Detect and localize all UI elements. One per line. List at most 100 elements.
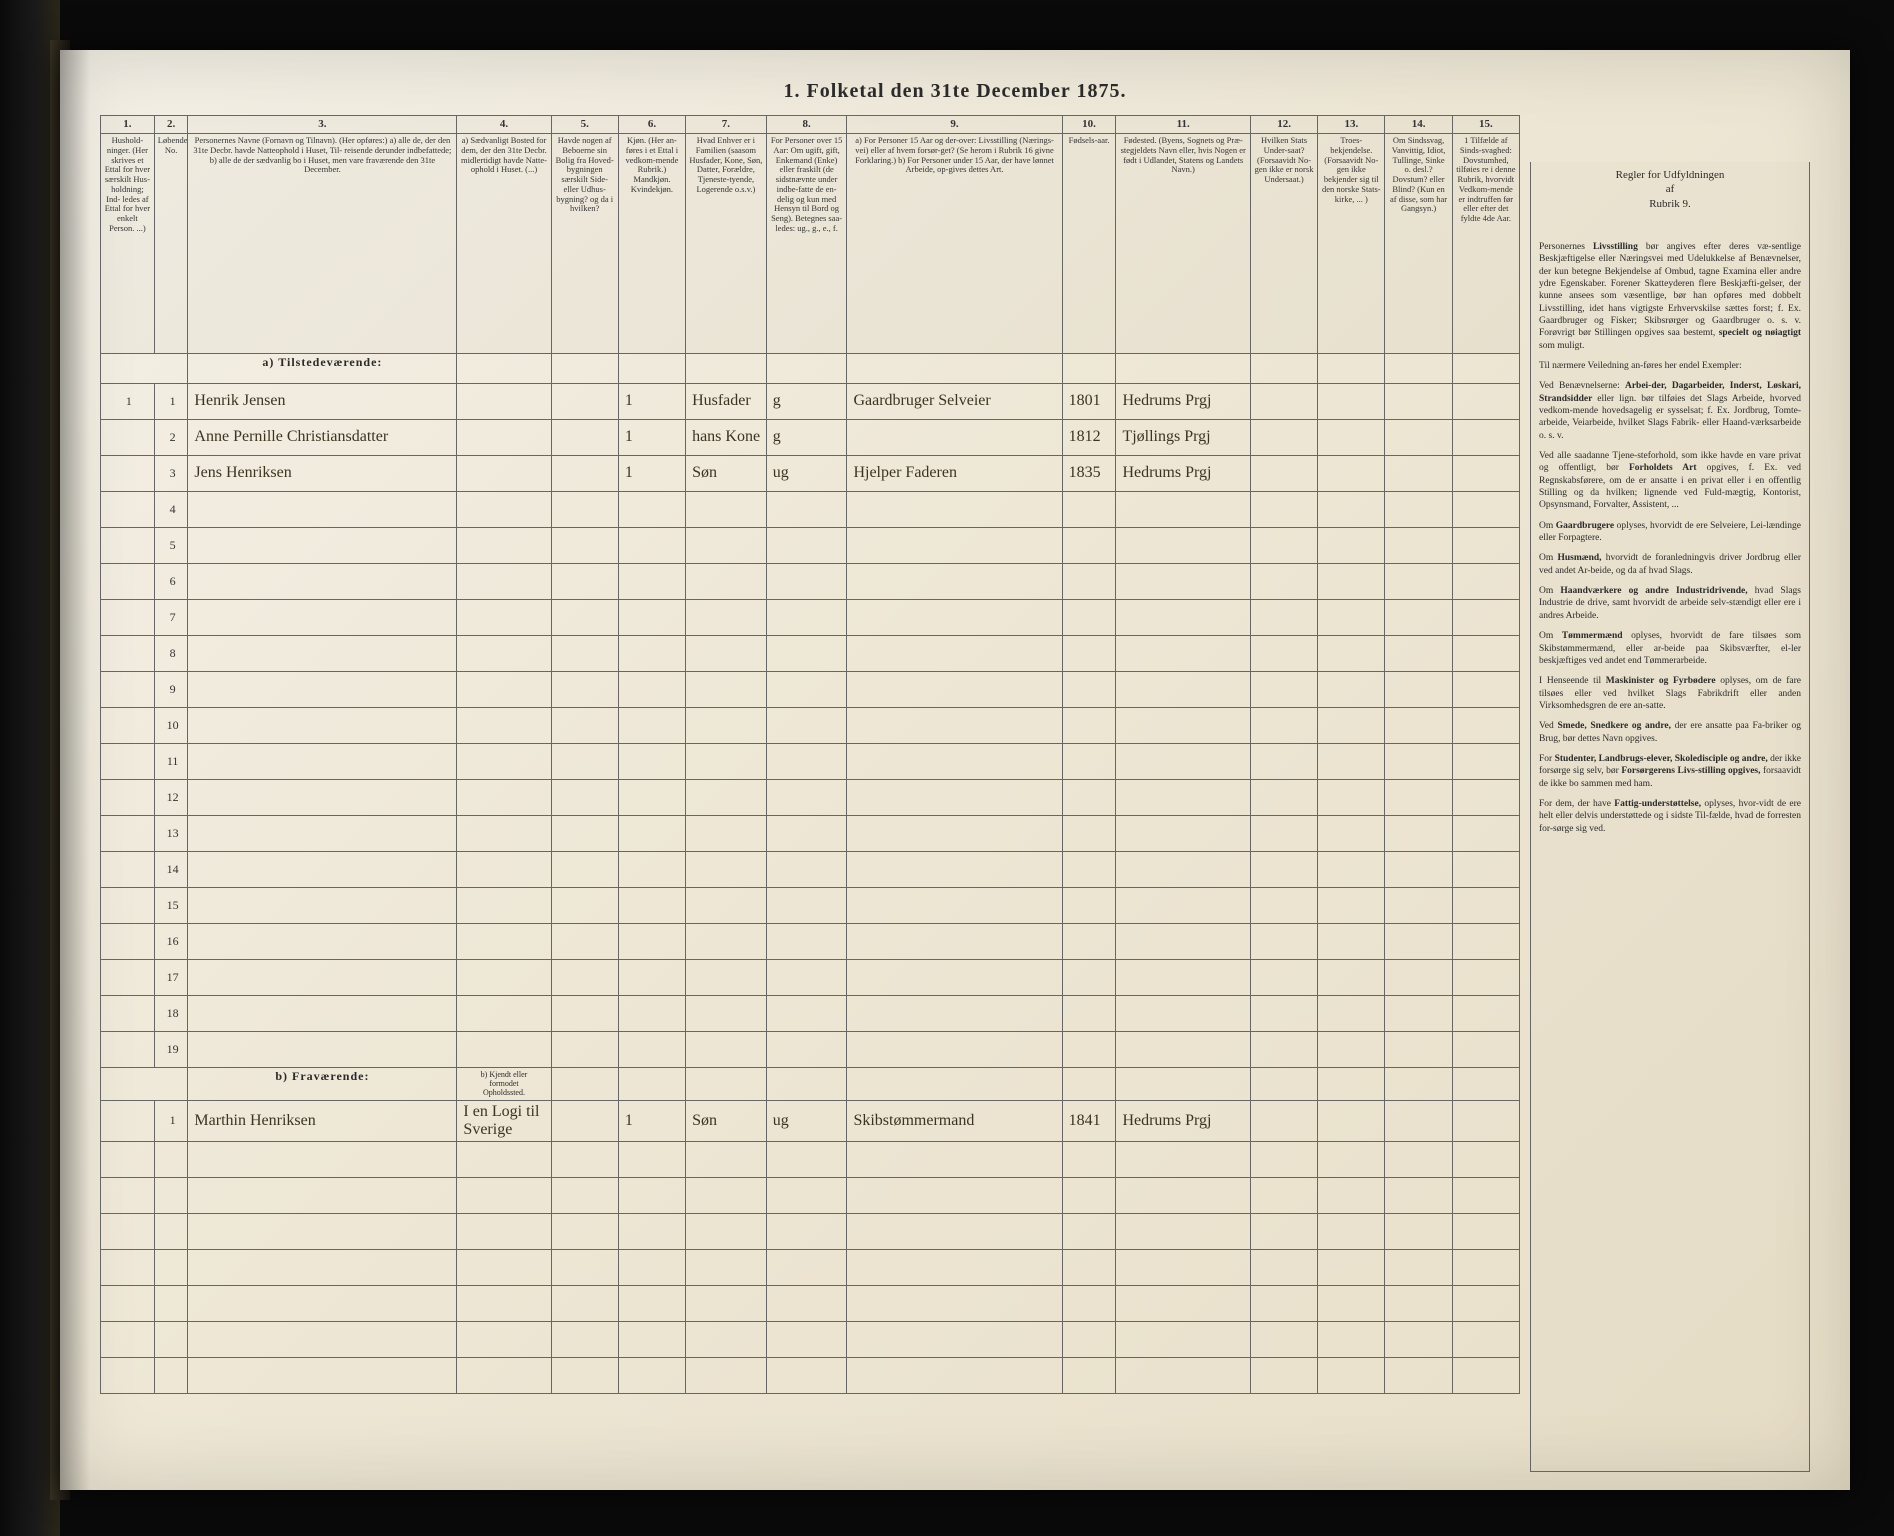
instruction-paragraph: Om Gaardbrugere oplyses, hvorvidt de ere… xyxy=(1539,520,1801,545)
col-header: a) For Personer 15 Aar og der-over: Livs… xyxy=(847,134,1062,354)
cell: 1801 xyxy=(1062,384,1116,420)
cell: hans Kone xyxy=(686,420,767,456)
col-header: Hvad Enhver er i Familien (saasom Husfad… xyxy=(686,134,767,354)
instruction-paragraph: For Studenter, Landbrugs-elever, Skoledi… xyxy=(1539,753,1801,790)
cell xyxy=(1250,456,1317,492)
table-row-blank: 10 xyxy=(101,708,1520,744)
table-row-blank: 6 xyxy=(101,564,1520,600)
table-row-blank: 5 xyxy=(101,528,1520,564)
cell: Hedrums Prgj xyxy=(1116,456,1251,492)
cell: Gaardbruger Selveier xyxy=(847,384,1062,420)
column-number-row: 1.2.3.4.5.6.7.8.9.10.11.12.13.14.15. xyxy=(101,116,1520,134)
cell: Hedrums Prgj xyxy=(1116,384,1251,420)
cell: ug xyxy=(766,1100,847,1142)
table-row-blank xyxy=(101,1214,1520,1250)
cell xyxy=(1318,420,1385,456)
table-row-blank xyxy=(101,1286,1520,1322)
col-num: 11. xyxy=(1116,116,1251,134)
col-header: 1 Tilfælde af Sinds-svaghed: Dovstumhed,… xyxy=(1452,134,1519,354)
col-num: 7. xyxy=(686,116,767,134)
person-name-cell: Marthin Henriksen xyxy=(188,1100,457,1142)
table-row: 1Marthin HenriksenI en Logi til Sverige1… xyxy=(101,1100,1520,1142)
col-header: Troes-bekjendelse. (Forsaavidt No-gen ik… xyxy=(1318,134,1385,354)
table-row: 11Henrik Jensen1HusfadergGaardbruger Sel… xyxy=(101,384,1520,420)
col-num: 14. xyxy=(1385,116,1452,134)
col-num: 1. xyxy=(101,116,155,134)
cell: g xyxy=(766,384,847,420)
cell xyxy=(1452,456,1519,492)
census-page: 1. Folketal den 31te December 1875. 1.2.… xyxy=(60,50,1850,1490)
person-name-cell: Henrik Jensen xyxy=(188,384,457,420)
instructions-column-16: Regler for UdfyldningenafRubrik 9. Perso… xyxy=(1530,162,1810,1472)
col-num: 13. xyxy=(1318,116,1385,134)
cell: Hjelper Faderen xyxy=(847,456,1062,492)
table-row-blank: 18 xyxy=(101,996,1520,1032)
table-row-blank xyxy=(101,1178,1520,1214)
section-divider: a) Tilstedeværende: xyxy=(101,354,1520,384)
cell xyxy=(1385,456,1452,492)
col-header: Personernes Navne (Fornavn og Tilnavn). … xyxy=(188,134,457,354)
cell xyxy=(1385,384,1452,420)
col-num: 3. xyxy=(188,116,457,134)
table-row-blank xyxy=(101,1358,1520,1394)
table-row-blank xyxy=(101,1250,1520,1286)
table-row-blank: 11 xyxy=(101,744,1520,780)
cell xyxy=(551,1100,618,1142)
section-divider: b) Fraværende:b) Kjendt ellerformodetOph… xyxy=(101,1068,1520,1101)
cell: 1 xyxy=(618,384,685,420)
cell: I en Logi til Sverige xyxy=(457,1100,551,1142)
table-container: 1.2.3.4.5.6.7.8.9.10.11.12.13.14.15. Hus… xyxy=(100,115,1520,1394)
cell: 1 xyxy=(154,384,188,420)
col-num: 2. xyxy=(154,116,188,134)
cell xyxy=(1385,420,1452,456)
instruction-paragraph: Ved alle saadanne Tjene-steforhold, som … xyxy=(1539,450,1801,512)
table-row: 2Anne Pernille Christiansdatter 1hans Ko… xyxy=(101,420,1520,456)
col-num: 5. xyxy=(551,116,618,134)
cell xyxy=(457,456,551,492)
table-row: 3Jens Henriksen1SønugHjelper Faderen1835… xyxy=(101,456,1520,492)
col-header: Hvilken Stats Under-saat? (Forsaavidt No… xyxy=(1250,134,1317,354)
col-header: Kjøn. (Her an- føres i et Ettal i vedkom… xyxy=(618,134,685,354)
col-num: 8. xyxy=(766,116,847,134)
cell xyxy=(551,384,618,420)
table-body: a) Tilstedeværende:11Henrik Jensen1Husfa… xyxy=(101,354,1520,1394)
cell: Søn xyxy=(686,456,767,492)
instructions-title: Regler for UdfyldningenafRubrik 9. xyxy=(1539,168,1801,211)
cell xyxy=(1318,384,1385,420)
person-name-cell: Anne Pernille Christiansdatter xyxy=(188,420,457,456)
instruction-paragraph: Om Tømmermænd oplyses, hvorvidt de fare … xyxy=(1539,630,1801,667)
census-table: 1.2.3.4.5.6.7.8.9.10.11.12.13.14.15. Hus… xyxy=(100,115,1520,1394)
col-header: For Personer over 15 Aar: Om ugift, gift… xyxy=(766,134,847,354)
cell: ug xyxy=(766,456,847,492)
col-num: 6. xyxy=(618,116,685,134)
col-header: a) Sædvanligt Bosted for dem, der den 31… xyxy=(457,134,551,354)
col-num: 15. xyxy=(1452,116,1519,134)
cell xyxy=(1385,1100,1452,1142)
instruction-paragraph: Ved Benævnelserne: Arbei-der, Dagarbeide… xyxy=(1539,380,1801,442)
table-row-blank: 16 xyxy=(101,924,1520,960)
col-num: 10. xyxy=(1062,116,1116,134)
cell: Tjøllings Prgj xyxy=(1116,420,1251,456)
cell: Hedrums Prgj xyxy=(1116,1100,1251,1142)
cell xyxy=(1250,1100,1317,1142)
cell xyxy=(457,384,551,420)
instruction-paragraph: Ved Smede, Snedkere og andre, der ere an… xyxy=(1539,720,1801,745)
table-row-blank: 4 xyxy=(101,492,1520,528)
cell: 1835 xyxy=(1062,456,1116,492)
cell: 1 xyxy=(618,1100,685,1142)
cell: 1812 xyxy=(1062,420,1116,456)
cell xyxy=(1452,384,1519,420)
cell: 1 xyxy=(618,456,685,492)
cell xyxy=(101,456,155,492)
col-num: 9. xyxy=(847,116,1062,134)
instruction-paragraph: Personernes Livsstilling bør angives eft… xyxy=(1539,241,1801,352)
instruction-paragraph: Om Husmænd, hvorvidt de foranledningvis … xyxy=(1539,552,1801,577)
cell xyxy=(551,456,618,492)
table-row-blank: 19 xyxy=(101,1032,1520,1068)
table-row-blank: 15 xyxy=(101,888,1520,924)
table-row-blank: 14 xyxy=(101,852,1520,888)
instruction-paragraph: Til nærmere Veiledning an-føres her ende… xyxy=(1539,360,1801,372)
col-header: Fødsels-aar. xyxy=(1062,134,1116,354)
cell xyxy=(1250,420,1317,456)
table-row-blank: 12 xyxy=(101,780,1520,816)
